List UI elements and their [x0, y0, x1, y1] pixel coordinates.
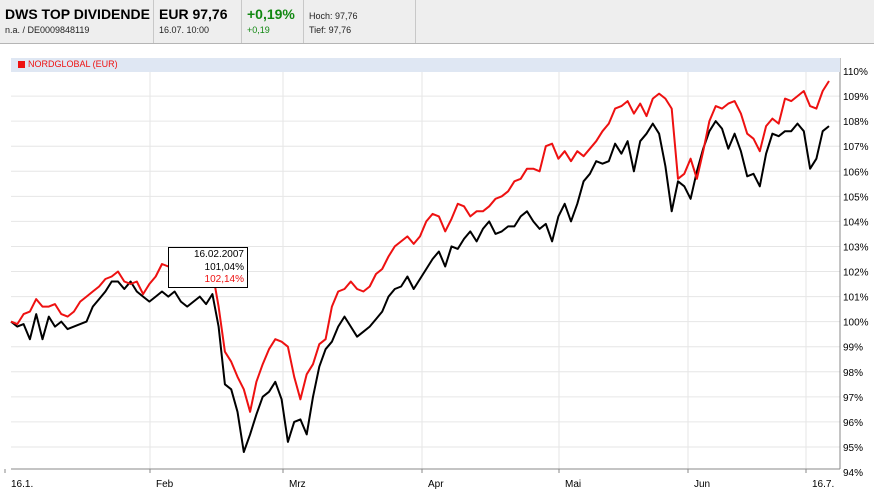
y-tick-label: 96%: [843, 418, 863, 429]
quote-header: DWS TOP DIVIDENDE n.a. / DE0009848119 EU…: [0, 0, 874, 44]
y-tick-label: 101%: [843, 293, 869, 304]
x-tick-label: Apr: [428, 479, 444, 490]
y-tick-label: 100%: [843, 318, 869, 329]
high-value: Hoch: 97,76: [309, 11, 358, 21]
y-tick-label: 110%: [843, 67, 868, 78]
plot-background: [11, 58, 840, 469]
y-tick-label: 94%: [843, 468, 863, 479]
change-absolute: +0,19: [247, 25, 270, 35]
y-tick-label: 105%: [843, 192, 869, 203]
series-lines: [10, 80, 830, 453]
range-cell: Hoch: 97,76 Tief: 97,76: [304, 0, 416, 43]
y-tick-label: 99%: [843, 343, 863, 354]
x-tick-labels: 16.1. Feb Mrz Apr Mai Jun 16.7.: [4, 469, 834, 490]
price-datetime: 16.07. 10:00: [159, 25, 210, 35]
y-tick-label: 102%: [843, 268, 869, 279]
x-tick-label: Mai: [565, 479, 581, 490]
legend-swatch-red: [18, 61, 25, 68]
series-line-benchmark: [10, 80, 830, 413]
y-tick-label: 98%: [843, 368, 863, 379]
fund-meta: n.a. / DE0009848119: [5, 25, 90, 35]
change-percent: +0,19%: [247, 6, 295, 22]
tooltip-date: 16.02.2007: [193, 249, 244, 260]
horizontal-gridlines: [11, 70, 840, 448]
x-tick-label: 16.1.: [11, 479, 33, 490]
y-tick-label: 97%: [843, 393, 863, 404]
y-tick-label: 103%: [843, 242, 869, 253]
fund-name-cell: DWS TOP DIVIDENDE n.a. / DE0009848119: [0, 0, 154, 43]
fund-name: DWS TOP DIVIDENDE: [5, 6, 150, 22]
tooltip-black-value: 101,04%: [204, 261, 244, 273]
change-cell: +0,19% +0,19: [242, 0, 304, 43]
low-value: Tief: 97,76: [309, 25, 352, 35]
y-tick-label: 95%: [843, 443, 863, 454]
y-tick-label: 107%: [843, 142, 869, 153]
x-tick-label: 16.7.: [812, 479, 834, 490]
x-tick-label: Jun: [694, 479, 710, 490]
price-cell: EUR 97,76 16.07. 10:00: [154, 0, 242, 43]
y-tick-label: 108%: [843, 117, 869, 128]
y-tick-labels: 94% 95% 96% 97% 98% 99% 100% 101% 102% 103% 104% 10…: [843, 67, 869, 479]
legend-bar: [11, 58, 840, 72]
price: EUR 97,76: [159, 6, 228, 22]
y-tick-label: 106%: [843, 167, 869, 178]
legend-label[interactable]: NORDGLOBAL (EUR): [28, 59, 118, 69]
tooltip-red-value: 102,14%: [204, 274, 244, 285]
vertical-gridlines: [149, 58, 807, 469]
x-tick-label: Mrz: [289, 479, 306, 490]
y-tick-label: 109%: [843, 92, 869, 103]
x-tick-label: Feb: [156, 479, 174, 490]
series-line-fund: [10, 120, 830, 453]
hover-tooltip: 16.02.2007 101,04% 102,14%: [168, 247, 248, 288]
y-tick-label: 104%: [843, 217, 869, 228]
